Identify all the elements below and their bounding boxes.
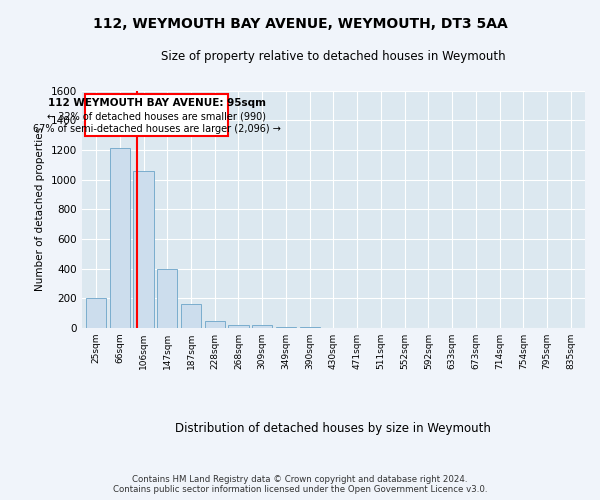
Bar <box>157 268 178 328</box>
Bar <box>276 326 296 328</box>
Text: 112 WEYMOUTH BAY AVENUE: 95sqm: 112 WEYMOUTH BAY AVENUE: 95sqm <box>47 98 266 108</box>
Bar <box>133 170 154 328</box>
Text: Contains HM Land Registry data © Crown copyright and database right 2024.: Contains HM Land Registry data © Crown c… <box>132 474 468 484</box>
Y-axis label: Number of detached properties: Number of detached properties <box>35 127 45 292</box>
Bar <box>229 325 248 328</box>
Bar <box>181 304 201 328</box>
Title: Size of property relative to detached houses in Weymouth: Size of property relative to detached ho… <box>161 50 506 63</box>
Bar <box>205 320 225 328</box>
Text: ← 32% of detached houses are smaller (990): ← 32% of detached houses are smaller (99… <box>47 112 266 122</box>
Bar <box>86 298 106 328</box>
Text: Contains public sector information licensed under the Open Government Licence v3: Contains public sector information licen… <box>113 485 487 494</box>
FancyBboxPatch shape <box>85 94 228 136</box>
Bar <box>252 325 272 328</box>
X-axis label: Distribution of detached houses by size in Weymouth: Distribution of detached houses by size … <box>175 422 491 435</box>
Bar <box>299 327 320 328</box>
Text: 67% of semi-detached houses are larger (2,096) →: 67% of semi-detached houses are larger (… <box>32 124 281 134</box>
Bar <box>110 148 130 328</box>
Text: 112, WEYMOUTH BAY AVENUE, WEYMOUTH, DT3 5AA: 112, WEYMOUTH BAY AVENUE, WEYMOUTH, DT3 … <box>92 18 508 32</box>
